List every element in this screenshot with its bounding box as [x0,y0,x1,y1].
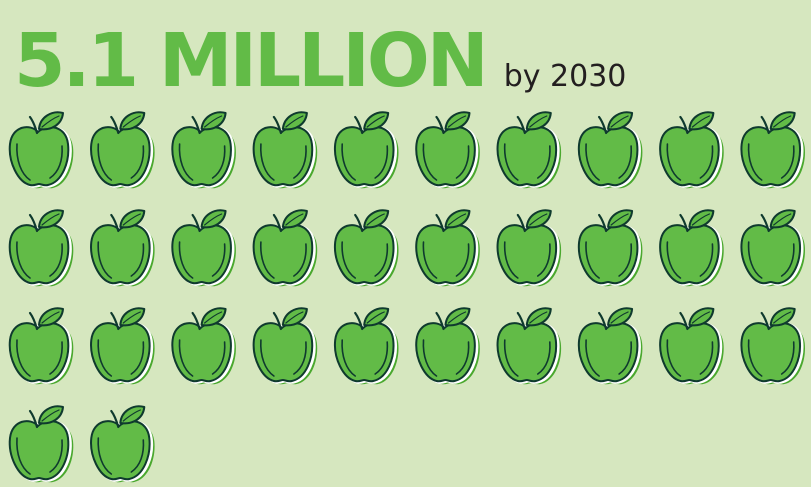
apple-icon [171,307,236,385]
apple-icon [415,209,480,287]
apple-icon [496,111,562,189]
apple-icon [496,307,562,385]
apple-icon [740,111,806,189]
apple-icon [90,111,155,189]
apple-icon [740,307,806,385]
apple-icon [8,405,74,483]
headline-value: 5.1 MILLION [14,18,489,104]
apple-icon [252,307,318,385]
apple-icon [333,209,399,287]
apple-icon [8,111,74,189]
apple-icon [8,209,74,287]
apple-icon [415,111,480,189]
apple-icon [90,209,155,287]
apple-icon [496,209,562,287]
apple-icon [252,111,318,189]
apple-icon [659,307,724,385]
apple-icon [333,307,399,385]
apple-icon [577,111,643,189]
apple-icon [252,209,318,287]
apple-icon [171,111,236,189]
apple-icon [415,307,480,385]
apple-icon [333,111,399,189]
apple-icon [659,111,724,189]
apple-icon [8,307,74,385]
apple-icon [577,307,643,385]
headline-suffix: by 2030 [503,59,627,94]
apple-icon [171,209,236,287]
apple-icon [90,405,155,483]
apple-icon [740,209,806,287]
apple-icon [577,209,643,287]
apple-icon [659,209,724,287]
headline: 5.1 MILLION by 2030 [14,24,626,98]
apple-icon [90,307,155,385]
